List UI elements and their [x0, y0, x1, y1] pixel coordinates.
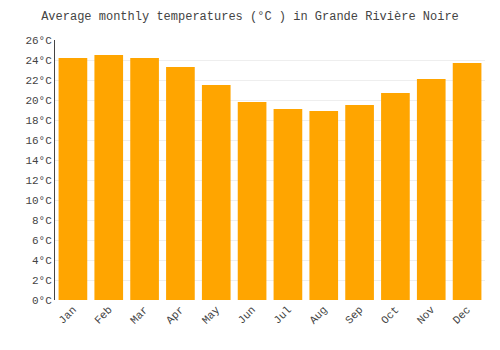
- svg-text:Average monthly temperatures (: Average monthly temperatures (°C ) in Gr…: [41, 10, 459, 24]
- svg-text:16°C: 16°C: [25, 135, 52, 147]
- svg-text:20°C: 20°C: [25, 95, 52, 107]
- svg-text:8°C: 8°C: [32, 215, 52, 227]
- svg-text:0°C: 0°C: [32, 295, 52, 307]
- svg-text:22°C: 22°C: [25, 75, 52, 87]
- svg-text:18°C: 18°C: [25, 115, 52, 127]
- svg-text:Sep: Sep: [343, 304, 365, 326]
- svg-text:14°C: 14°C: [25, 155, 52, 167]
- svg-text:Feb: Feb: [92, 304, 114, 326]
- svg-text:6°C: 6°C: [32, 235, 52, 247]
- svg-text:24°C: 24°C: [25, 55, 52, 67]
- svg-text:Aug: Aug: [307, 304, 329, 326]
- svg-text:12°C: 12°C: [25, 175, 52, 187]
- svg-text:Dec: Dec: [451, 304, 473, 326]
- svg-text:Apr: Apr: [164, 304, 186, 326]
- svg-text:Jun: Jun: [236, 304, 258, 326]
- svg-text:2°C: 2°C: [32, 275, 52, 287]
- svg-text:Mar: Mar: [128, 304, 150, 326]
- svg-text:10°C: 10°C: [25, 195, 52, 207]
- svg-text:26°C: 26°C: [25, 35, 52, 47]
- svg-text:Oct: Oct: [379, 304, 401, 326]
- svg-text:Nov: Nov: [415, 304, 438, 327]
- svg-text:Jan: Jan: [56, 304, 78, 326]
- svg-text:4°C: 4°C: [32, 255, 52, 267]
- svg-text:May: May: [200, 304, 223, 327]
- svg-text:Jul: Jul: [271, 304, 293, 326]
